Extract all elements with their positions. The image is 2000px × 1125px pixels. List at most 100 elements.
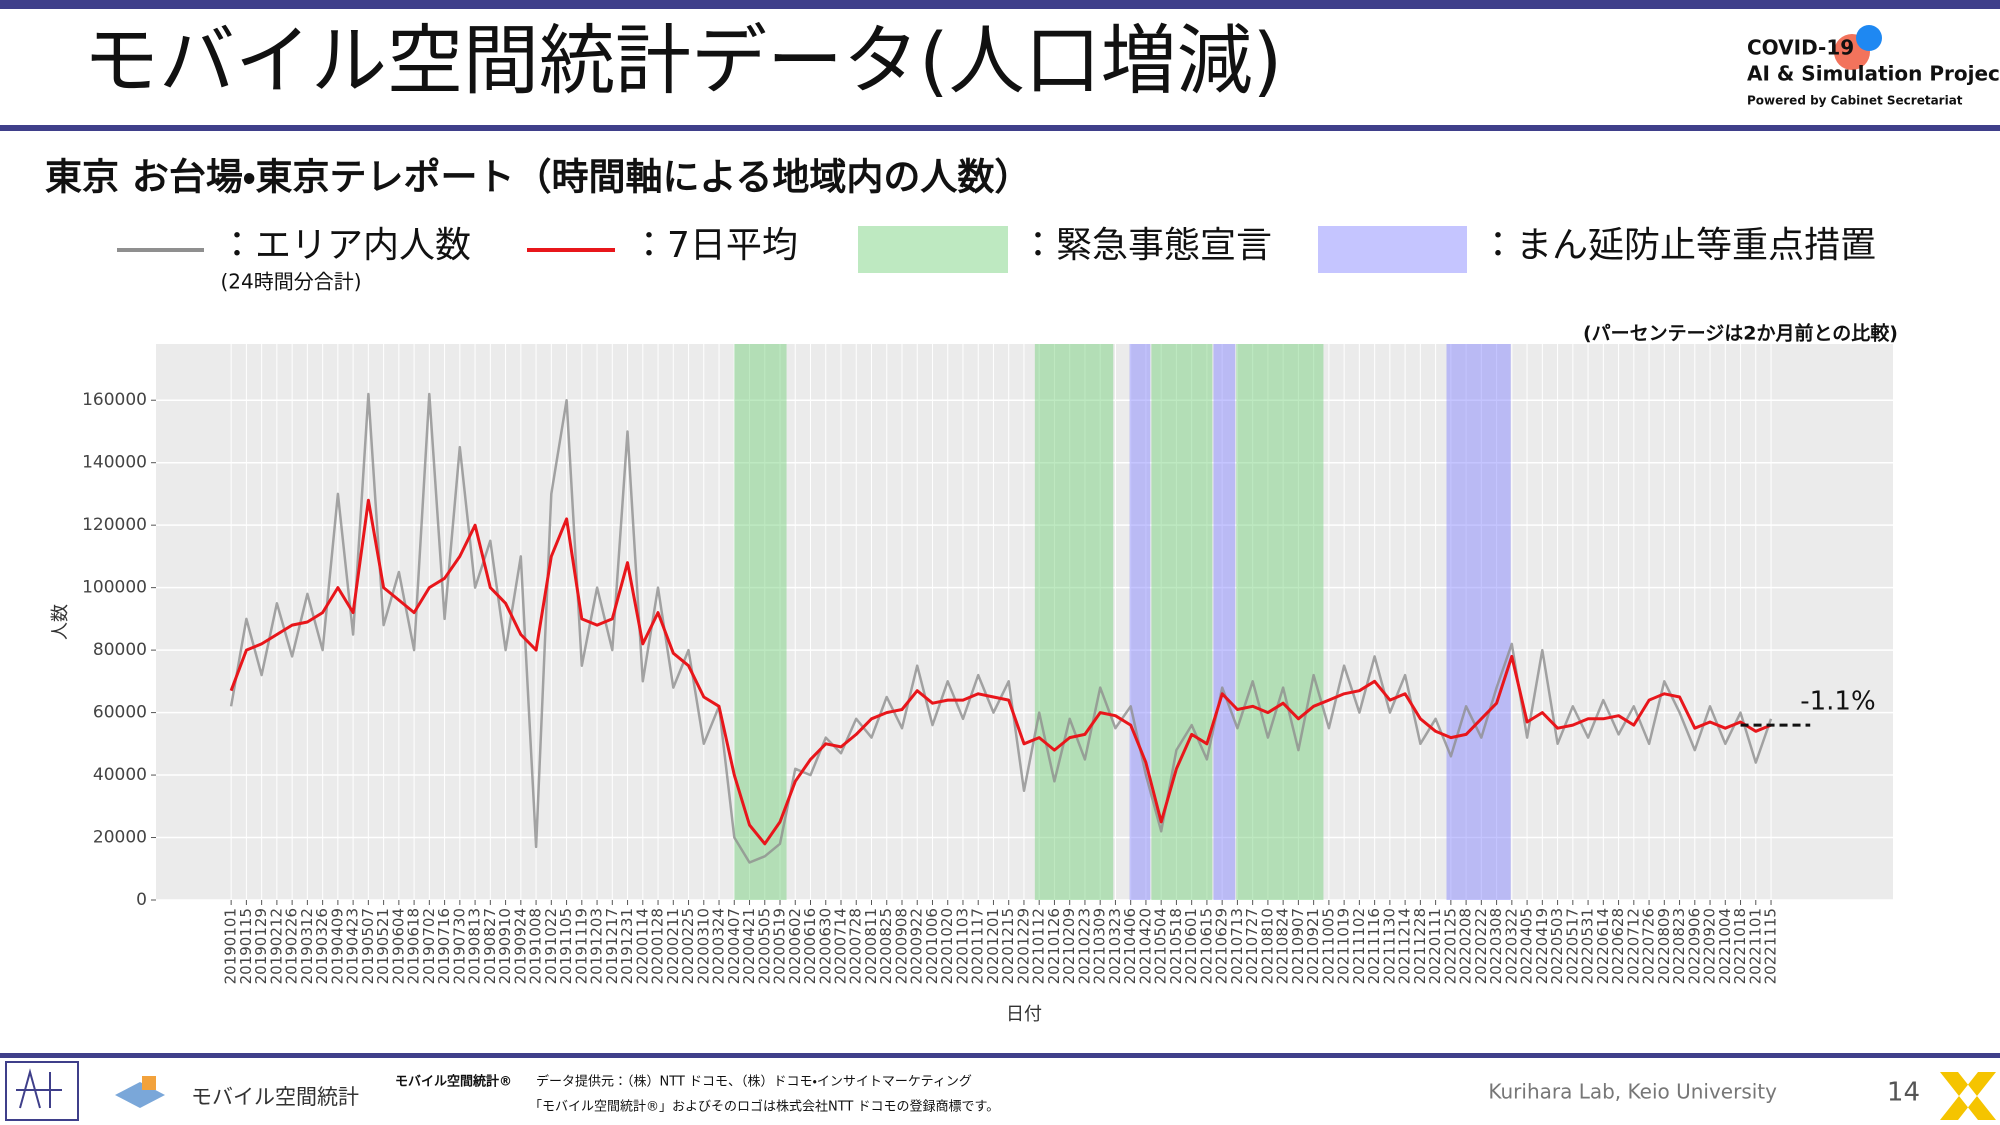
footer-lab: Kurihara Lab, Keio University (1488, 1080, 1777, 1104)
x-tick-label: 20211228 (1411, 908, 1429, 984)
x-tick-label: 20201215 (999, 908, 1017, 984)
series-line (229, 392, 1773, 864)
y-tick-label: 140000 (82, 453, 147, 473)
x-tick-label: 20210323 (1106, 908, 1124, 984)
x-tick-label: 20220517 (1563, 908, 1581, 984)
x-tick-label: 20200128 (649, 908, 667, 984)
x-tick-label: 20200908 (892, 908, 910, 984)
period-span (1213, 344, 1236, 900)
period-span (1446, 344, 1511, 900)
x-tick-label: 20220208 (1457, 908, 1475, 984)
x-tick-label: 20190716 (435, 908, 453, 984)
x-tick-label: 20220920 (1701, 908, 1719, 984)
x-tick-label: 20190326 (313, 908, 331, 984)
y-tick-label: 0 (136, 890, 147, 910)
x-tick-label: 20210629 (1213, 908, 1231, 984)
x-tick-label: 20210810 (1258, 908, 1276, 984)
x-tick-label: 20190813 (466, 908, 484, 984)
x-tick-label: 20200324 (710, 908, 728, 984)
x-tick-label: 20210727 (1243, 908, 1261, 984)
x-tick-label: 20200602 (786, 908, 804, 984)
x-tick-label: 20210824 (1274, 908, 1292, 984)
x-tick-label: 20210126 (1045, 908, 1063, 984)
logo-text: AI & Simulation Project (1747, 62, 2000, 86)
legend-label: ：まん延防止等重点措置 (1480, 225, 1876, 266)
x-tick-label: 20191217 (603, 908, 621, 984)
brand-logo (115, 1082, 165, 1108)
x-tick-label: 20210112 (1030, 908, 1048, 984)
x-tick-label: 20221004 (1716, 908, 1734, 984)
x-tick-label: 20200630 (816, 908, 834, 984)
x-tick-label: 20190507 (359, 908, 377, 984)
footer-rule (0, 1053, 2000, 1058)
x-tick-label: 20190226 (283, 908, 301, 984)
y-tick-label: 60000 (93, 703, 147, 723)
y-tick-label: 160000 (82, 390, 147, 410)
legend-label: ：緊急事態宣言 (1020, 225, 1272, 266)
top-band (0, 0, 2000, 9)
x-tick-label: 20201117 (969, 908, 987, 984)
x-tick-label: 20211019 (1335, 908, 1353, 984)
footer-mark: モバイル空間統計® (395, 1074, 512, 1090)
x-tick-label: 20200225 (679, 908, 697, 984)
slide-title: モバイル空間統計データ(人口増減) (83, 16, 1282, 105)
x-tick-label: 20220419 (1533, 908, 1551, 984)
x-tick-label: 20210406 (1121, 908, 1139, 984)
x-tick-label: 20190101 (222, 908, 240, 984)
x-tick-label: 20210309 (1091, 908, 1109, 984)
x-tick-label: 20190115 (237, 908, 255, 984)
annotation-label: -1.1% (1800, 687, 1875, 717)
x-tick-label: 20190604 (389, 908, 407, 984)
x-tick-label: 20200714 (831, 908, 849, 984)
x-tick-label: 20200922 (908, 908, 926, 984)
legend-label: ：エリア内人数 (219, 225, 471, 266)
x-tick-label: 20200811 (862, 908, 880, 984)
y-tick-label: 120000 (82, 515, 147, 535)
x-tick-label: 20220308 (1487, 908, 1505, 984)
x-tick-label: 20210921 (1304, 908, 1322, 984)
x-tick-label: 20210713 (1228, 908, 1246, 984)
x-tick-label: 20220503 (1548, 908, 1566, 984)
legend-note: (24時間分合計) (220, 270, 361, 294)
x-tick-label: 20220726 (1640, 908, 1658, 984)
x-tick-label: 20201103 (953, 908, 971, 984)
x-tick-label: 20200421 (740, 908, 758, 984)
x-tick-label: 20200825 (877, 908, 895, 984)
x-tick-label: 20190423 (344, 908, 362, 984)
x-tick-label: 20200519 (771, 908, 789, 984)
x-tick-label: 20220531 (1579, 908, 1597, 984)
x-tick-label: 20221115 (1762, 908, 1780, 984)
section-heading: 東京 お台場・東京テレポート（時間軸による地域内の人数） (45, 156, 1031, 199)
x-tick-label: 20200728 (847, 908, 865, 984)
x-tick-label: 20191231 (618, 908, 636, 984)
x-tick-label: 20210223 (1075, 908, 1093, 984)
logo-dot (1856, 25, 1882, 51)
x-tick-label: 20210615 (1197, 908, 1215, 984)
x-tick-label: 20210209 (1060, 908, 1078, 984)
x-tick-label: 20191105 (557, 908, 575, 984)
x-tick-label: 20200505 (755, 908, 773, 984)
x-tick-label: 20210907 (1289, 908, 1307, 984)
x-tick-label: 20220111 (1426, 908, 1444, 984)
x-tick-label: 20210420 (1136, 908, 1154, 984)
chart-note: (パーセンテージは2か月前との比較) (1583, 322, 1898, 345)
x-tick-label: 20220712 (1624, 908, 1642, 984)
lab-logo (5, 1061, 79, 1121)
logo-text: COVID-19 (1747, 36, 1854, 60)
x-tick-label: 20220322 (1502, 908, 1520, 984)
x-tick-label: 20211102 (1350, 908, 1368, 984)
x-tick-label: 20220222 (1472, 908, 1490, 984)
x-tick-label: 20191022 (542, 908, 560, 984)
x-tick-label: 20211130 (1380, 908, 1398, 984)
x-tick-label: 20201229 (1014, 908, 1032, 984)
footer-source: データ提供元：（株）NTT ドコモ、（株）ドコモ・インサイトマーケティング (536, 1074, 972, 1090)
period-span (1034, 344, 1114, 900)
x-tick-label: 20190924 (511, 908, 529, 984)
series-line (229, 498, 1772, 846)
x-tick-label: 20200616 (801, 908, 819, 984)
x-tick-label: 20220809 (1655, 908, 1673, 984)
y-tick-label: 80000 (93, 640, 147, 660)
x-tick-label: 20201006 (923, 908, 941, 984)
x-tick-label: 20201020 (938, 908, 956, 984)
